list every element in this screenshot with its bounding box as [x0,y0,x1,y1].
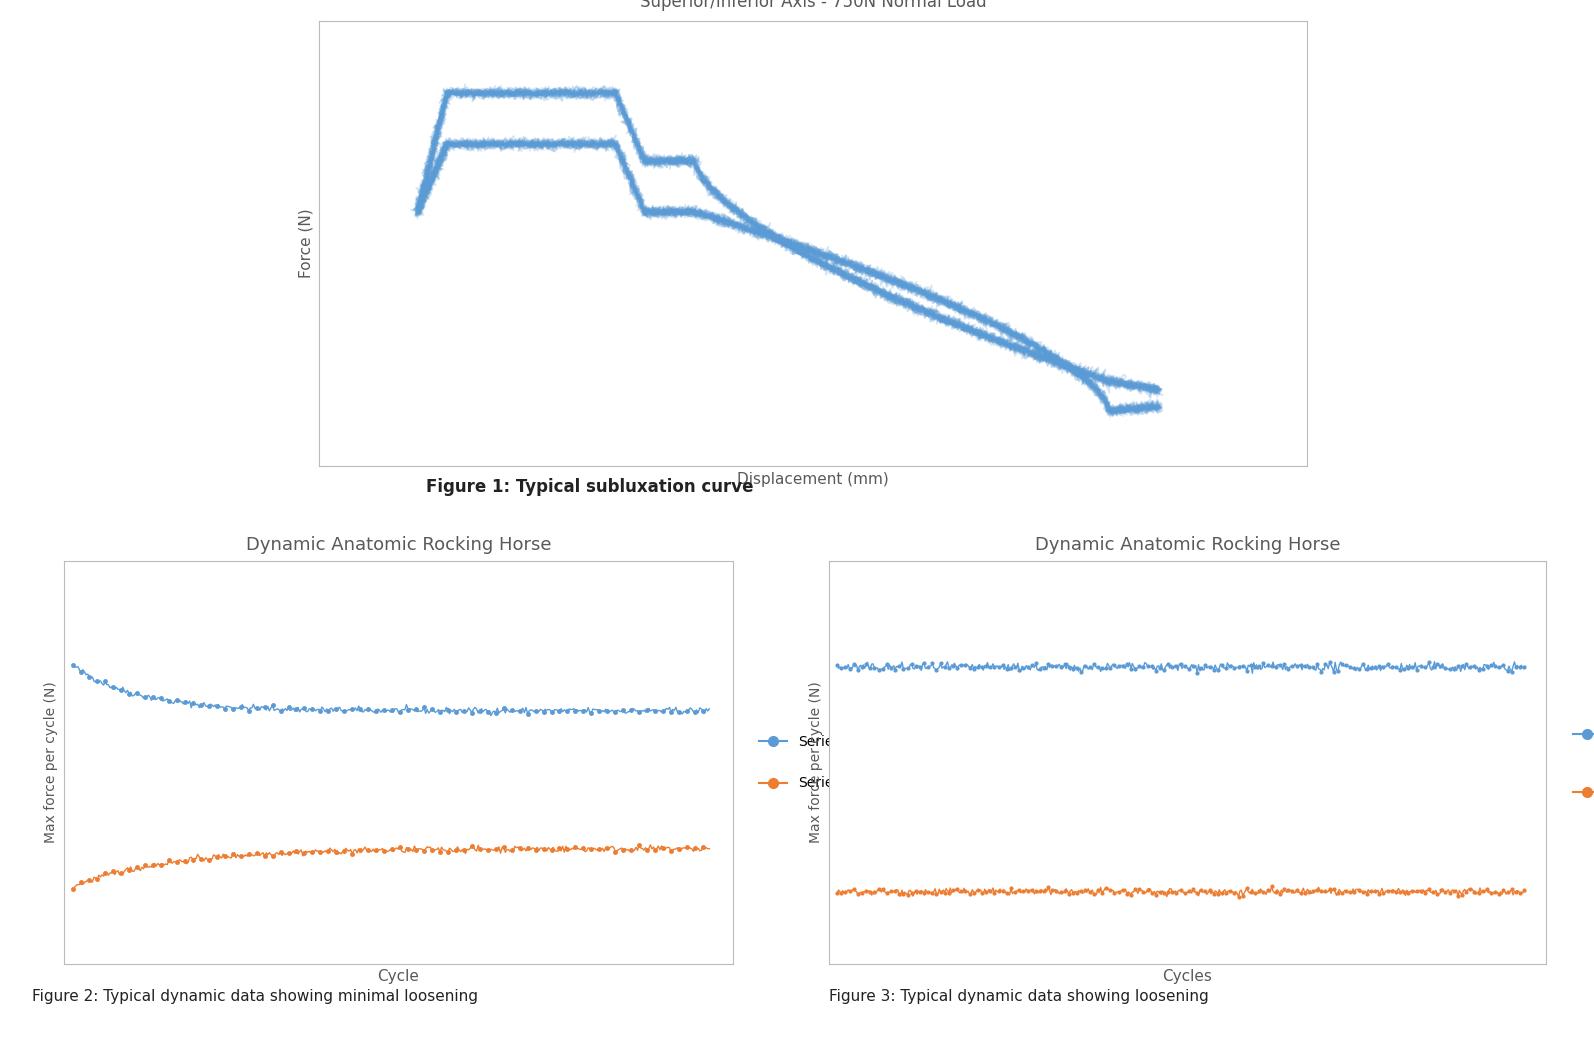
Y-axis label: Max force per cycle (N): Max force per cycle (N) [45,682,59,843]
Legend: Series1, Series2: Series1, Series2 [754,729,854,796]
Title: Subluxation Test
Superior/Inferior Axis - 750N Normal Load: Subluxation Test Superior/Inferior Axis … [639,0,987,12]
X-axis label: Displacement (mm): Displacement (mm) [736,471,889,486]
Legend: Inferior
Edge, Superior
Edge: Inferior Edge, Superior Edge [1567,713,1594,812]
X-axis label: Cycles: Cycles [1162,969,1213,984]
Text: Figure 3: Typical dynamic data showing loosening: Figure 3: Typical dynamic data showing l… [829,989,1208,1004]
Title: Dynamic Anatomic Rocking Horse: Dynamic Anatomic Rocking Horse [245,536,552,554]
X-axis label: Cycle: Cycle [378,969,419,984]
Text: Figure 1: Typical subluxation curve: Figure 1: Typical subluxation curve [426,479,754,497]
Text: Figure 2: Typical dynamic data showing minimal loosening: Figure 2: Typical dynamic data showing m… [32,989,478,1004]
Title: Dynamic Anatomic Rocking Horse: Dynamic Anatomic Rocking Horse [1035,536,1341,554]
Y-axis label: Max force per cycle (N): Max force per cycle (N) [810,682,824,843]
Y-axis label: Force (N): Force (N) [298,209,314,279]
